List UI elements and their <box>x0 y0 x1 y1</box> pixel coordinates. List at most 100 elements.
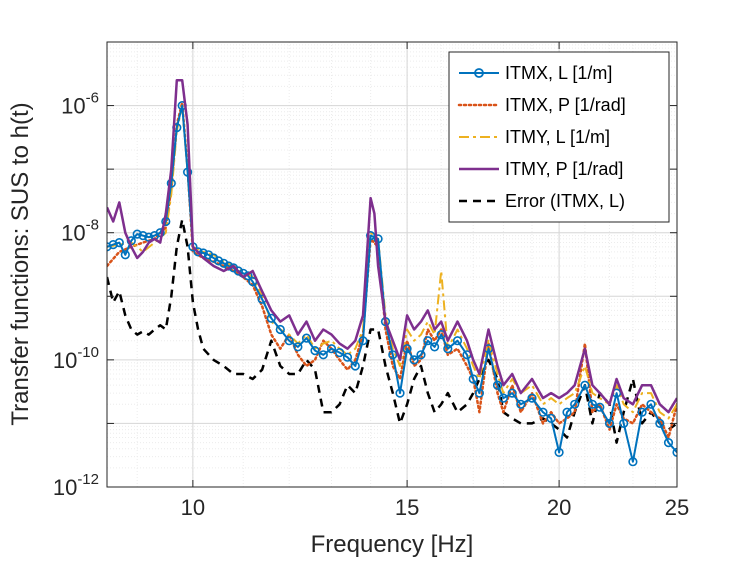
y-tick-label: 10-6 <box>61 90 99 119</box>
data-point <box>138 231 148 241</box>
series-line-2 <box>107 104 677 420</box>
y-tick-label-exponent: -12 <box>77 471 99 488</box>
data-point <box>423 336 433 346</box>
legend: ITMX, L [1/m] ITMX, P [1/rad] ITMY, L [1/m… <box>448 51 670 223</box>
y-tick-label-exponent: -10 <box>77 344 99 361</box>
data-point <box>132 229 142 239</box>
y-tick-label-exponent: -8 <box>86 217 99 234</box>
series-1 <box>107 101 677 439</box>
data-point <box>546 413 556 424</box>
legend-label: Error (ITMX, L) <box>505 191 625 211</box>
data-point <box>430 342 440 352</box>
data-point <box>637 407 647 417</box>
data-point <box>402 344 412 354</box>
x-tick-label: 20 <box>547 495 571 520</box>
data-point <box>284 336 294 346</box>
data-point <box>310 346 320 356</box>
data-point <box>474 388 485 398</box>
data-point <box>468 374 478 384</box>
series-line-3 <box>107 79 677 414</box>
data-point <box>395 388 405 398</box>
data-point <box>183 167 193 177</box>
y-tick-label: 10-8 <box>61 217 99 246</box>
y-axis-label: Transfer functions: SUS to h(t) <box>7 102 34 425</box>
data-point <box>293 342 303 352</box>
data-point <box>166 178 176 188</box>
legend-item-2: ITMY, L [1/m] <box>459 127 610 147</box>
legend-box <box>448 51 670 223</box>
data-point <box>193 247 203 257</box>
data-point <box>570 399 580 409</box>
legend-label: ITMX, L [1/m] <box>505 63 612 83</box>
data-point <box>580 380 590 390</box>
y-tick-label-base: 10 <box>61 221 85 246</box>
y-tick-label-base: 10 <box>53 348 77 373</box>
data-point <box>416 350 426 360</box>
data-point <box>587 399 598 409</box>
data-point <box>335 348 345 358</box>
plot-frame <box>106 41 678 488</box>
series-line-4 <box>107 218 677 444</box>
data-point <box>516 399 526 409</box>
y-tick-label-base: 10 <box>53 475 77 500</box>
data-point <box>214 256 224 266</box>
data-point <box>114 238 124 248</box>
data-point <box>604 418 615 429</box>
series-3 <box>107 79 677 414</box>
legend-item-0: ITMX, L [1/m] <box>459 63 612 83</box>
data-point <box>373 234 383 244</box>
x-axis-label: Frequency [Hz] <box>311 531 474 558</box>
data-point <box>527 393 537 403</box>
series-layer <box>107 79 677 467</box>
series-line-1 <box>107 101 677 439</box>
x-tick-label: 15 <box>395 495 419 520</box>
x-tick-label: 25 <box>665 495 689 520</box>
data-point <box>663 438 674 448</box>
x-tick-label: 10 <box>181 495 205 520</box>
y-tick-label-base: 10 <box>61 94 85 119</box>
data-point <box>108 240 118 250</box>
legend-item-4: Error (ITMX, L) <box>459 191 625 211</box>
legend-label: ITMY, L [1/m] <box>505 127 610 147</box>
data-point <box>443 344 453 354</box>
data-point <box>628 457 638 467</box>
legend-label: ITMX, P [1/rad] <box>505 95 626 115</box>
data-point <box>301 333 312 343</box>
series-2 <box>107 104 677 420</box>
data-point <box>366 231 376 241</box>
data-point <box>388 350 398 360</box>
legend-item-1: ITMX, P [1/rad] <box>457 95 626 115</box>
data-point <box>619 418 629 429</box>
data-point <box>233 266 243 276</box>
data-point <box>562 407 572 417</box>
legend-item-3: ITMY, P [1/rad] <box>459 159 623 179</box>
data-point <box>498 393 509 403</box>
data-point <box>554 447 564 458</box>
data-point <box>646 399 656 409</box>
y-tick-label: 10-10 <box>53 344 99 373</box>
data-point <box>452 336 463 346</box>
series-4 <box>107 218 677 444</box>
data-point <box>144 232 154 242</box>
legend-marker <box>474 68 484 78</box>
data-point <box>120 250 130 260</box>
data-point <box>318 350 328 360</box>
legend-label: ITMY, P [1/rad] <box>505 159 623 179</box>
y-tick-label-exponent: -6 <box>86 90 99 107</box>
data-point <box>672 447 677 457</box>
data-point <box>358 336 368 346</box>
data-point <box>326 344 337 354</box>
data-point <box>538 407 548 417</box>
data-point <box>342 352 353 362</box>
data-point <box>275 324 285 335</box>
data-point <box>219 258 229 268</box>
data-point <box>595 402 605 412</box>
data-point <box>507 388 517 398</box>
series-line-0 <box>107 104 677 463</box>
series-0 <box>107 100 677 467</box>
data-point <box>409 355 419 365</box>
data-point <box>350 361 360 371</box>
